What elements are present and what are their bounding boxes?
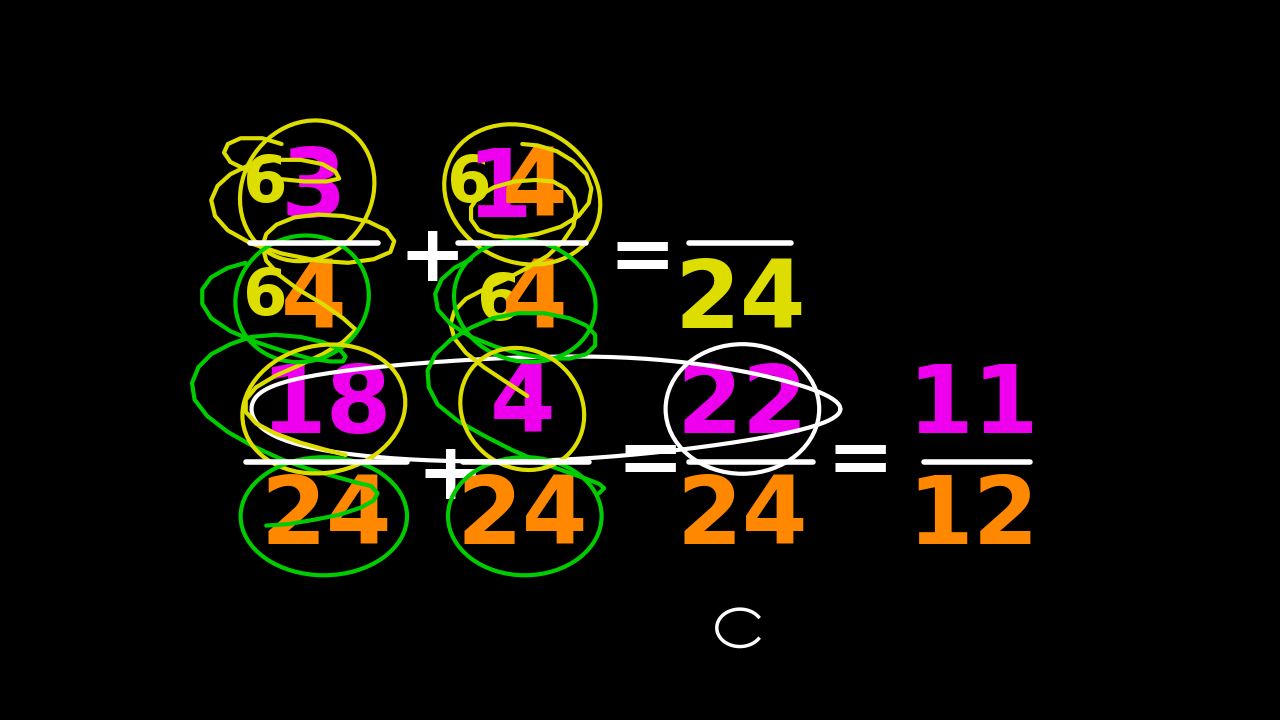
Text: 4: 4 (489, 361, 556, 453)
Text: =: = (609, 220, 676, 298)
Text: 6: 6 (243, 266, 287, 328)
Text: =: = (827, 423, 893, 501)
Text: 24: 24 (261, 472, 392, 564)
Text: 4: 4 (502, 256, 568, 348)
Text: 12: 12 (908, 472, 1038, 564)
Text: 18: 18 (261, 361, 392, 453)
Text: 6: 6 (448, 153, 492, 215)
Text: 11: 11 (908, 361, 1038, 453)
Text: 22: 22 (677, 361, 808, 453)
Text: 4: 4 (502, 145, 568, 237)
Text: 3: 3 (280, 145, 347, 237)
Text: 6: 6 (477, 271, 521, 333)
Text: +: + (399, 220, 466, 298)
Text: 24: 24 (677, 472, 808, 564)
Text: 24: 24 (675, 256, 805, 348)
Text: 4: 4 (280, 256, 347, 348)
Text: =: = (617, 423, 684, 501)
Text: 1: 1 (466, 145, 532, 237)
Text: +: + (417, 438, 484, 516)
Text: 24: 24 (457, 472, 588, 564)
Text: 6: 6 (243, 153, 287, 215)
